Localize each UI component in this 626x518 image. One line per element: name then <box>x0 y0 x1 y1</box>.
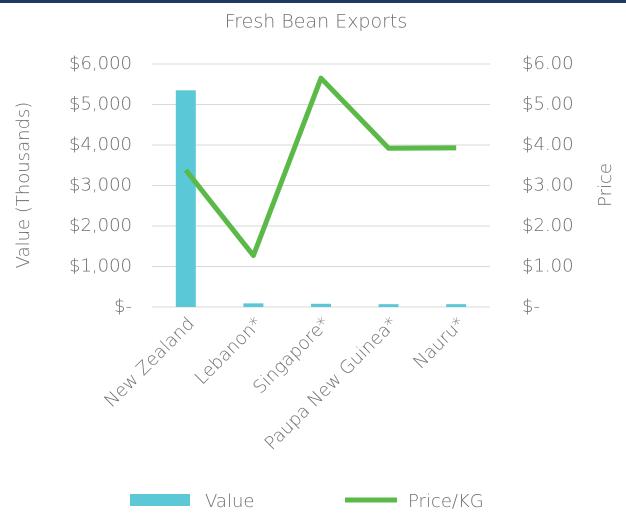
y-tick-label: $4,000 <box>69 134 132 155</box>
y2-tick-label: $- <box>522 296 540 317</box>
bar <box>446 304 467 307</box>
legend-label: Price/KG <box>408 491 484 512</box>
y-tick-label: $2,000 <box>69 215 132 236</box>
y-tick-label: $- <box>114 296 132 317</box>
y-tick-label: $5,000 <box>69 94 132 115</box>
y2-tick-label: $2.00 <box>522 215 574 236</box>
chart-title: Fresh Bean Exports <box>225 11 408 33</box>
top-border <box>0 0 626 3</box>
y-axis-label: Value (Thousands) <box>13 102 34 269</box>
bar <box>311 303 331 307</box>
y2-tick-label: $4.00 <box>522 134 574 155</box>
x-tick-label: Nauru* <box>409 313 469 373</box>
y2-axis-label: Price <box>595 163 616 207</box>
y2-tick-label: $1.00 <box>522 256 574 277</box>
y2-tick-label: $6.00 <box>522 53 574 74</box>
bar <box>175 90 196 307</box>
line <box>183 75 457 259</box>
x-tick-label: Paupa New Guinea* <box>261 313 402 454</box>
legend-label: Value <box>205 491 254 512</box>
x-tick-label: New Zealand <box>100 313 198 411</box>
y2-tick-label: $3.00 <box>522 175 574 196</box>
bar <box>378 304 399 307</box>
y-tick-label: $6,000 <box>69 53 132 74</box>
bar <box>243 303 264 307</box>
legend-swatch <box>130 494 190 506</box>
y-tick-label: $3,000 <box>69 175 132 196</box>
y-tick-label: $1,000 <box>69 256 132 277</box>
y2-tick-label: $5.00 <box>522 94 574 115</box>
